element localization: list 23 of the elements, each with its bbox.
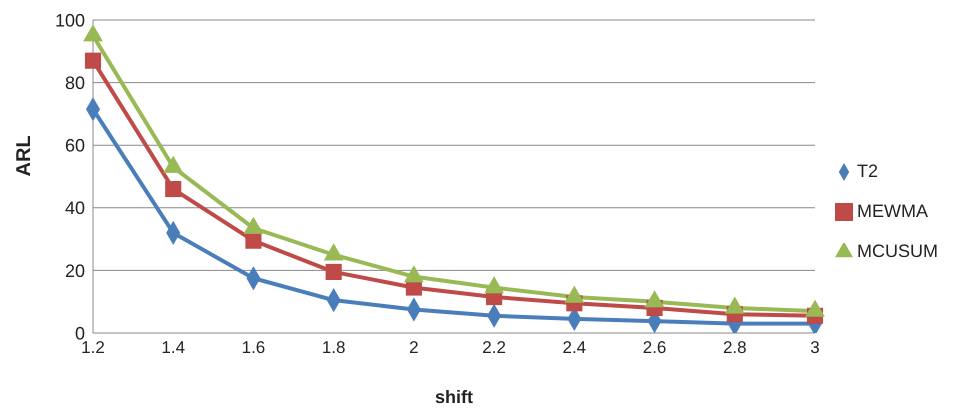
y-tick-label: 20 (64, 260, 85, 281)
x-axis-title: shift (435, 387, 473, 407)
y-tick-label: 60 (64, 136, 85, 156)
legend-label: T2 (857, 160, 878, 180)
point (165, 180, 182, 198)
x-tick-label: 1.4 (161, 338, 186, 358)
legend-label: MCUSUM (857, 240, 938, 260)
x-tick-label: 2 (409, 338, 419, 358)
x-tick-label: 1.8 (322, 338, 346, 358)
y-axis-title: ARL (13, 135, 36, 176)
point (326, 264, 342, 280)
y-tick-label: 80 (64, 72, 85, 93)
legend-label: MEWMA (857, 200, 928, 220)
y-tick-label: 40 (64, 198, 85, 218)
x-tick-label: 2.6 (642, 338, 666, 358)
x-tick-label: 2.8 (722, 338, 747, 358)
x-tick-label: 2.4 (562, 338, 586, 358)
x-tick-label: 2.2 (482, 338, 506, 358)
x-tick-label: 1.6 (242, 338, 266, 358)
x-tick-label: 3 (810, 338, 820, 358)
x-tick-label: 1.2 (81, 338, 105, 358)
y-tick-label: 100 (54, 10, 85, 30)
point (84, 52, 102, 69)
